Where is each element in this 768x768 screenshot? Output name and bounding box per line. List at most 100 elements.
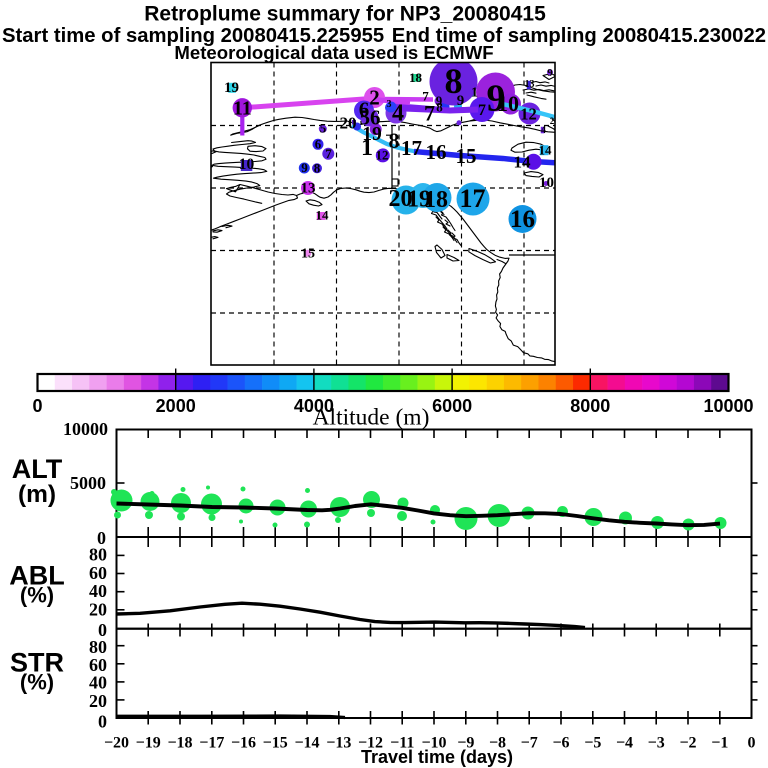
svg-text:−3: −3 (648, 735, 665, 752)
svg-text:−16: −16 (231, 735, 256, 752)
svg-text:14: 14 (316, 208, 330, 223)
svg-text:−20: −20 (104, 735, 129, 752)
svg-text:16: 16 (426, 140, 447, 164)
svg-text:20: 20 (340, 114, 357, 133)
svg-text:−12: −12 (358, 735, 383, 752)
svg-text:4000: 4000 (294, 396, 334, 416)
svg-text:0: 0 (748, 735, 756, 752)
svg-text:12: 12 (376, 148, 389, 163)
svg-text:13: 13 (301, 181, 316, 197)
svg-text:−8: −8 (489, 735, 506, 752)
svg-text:0: 0 (32, 396, 42, 416)
svg-text:10000: 10000 (63, 419, 108, 439)
svg-text:Meteorological data used is EC: Meteorological data used is ECMWF (174, 42, 493, 63)
svg-text:8: 8 (445, 61, 463, 101)
svg-text:−18: −18 (167, 735, 192, 752)
svg-text:4: 4 (392, 101, 404, 127)
svg-text:ALT: ALT (12, 454, 63, 484)
svg-text:9: 9 (547, 67, 553, 79)
svg-text:0: 0 (97, 528, 106, 548)
svg-text:17: 17 (401, 136, 422, 160)
svg-text:8: 8 (389, 128, 400, 153)
svg-text:60: 60 (89, 655, 107, 675)
svg-text:10: 10 (539, 175, 554, 191)
svg-text:13: 13 (525, 79, 535, 90)
svg-text:0: 0 (98, 712, 107, 732)
svg-text:19: 19 (362, 124, 382, 145)
svg-text:−10: −10 (421, 735, 446, 752)
svg-text:Travel time (days): Travel time (days) (361, 747, 513, 767)
svg-text:5: 5 (320, 121, 327, 136)
svg-text:2: 2 (369, 86, 380, 110)
svg-text:14: 14 (514, 153, 532, 172)
svg-text:10: 10 (239, 156, 255, 173)
svg-text:8: 8 (436, 100, 443, 115)
svg-text:(m): (m) (18, 481, 56, 508)
svg-text:Retroplume summary for NP3_200: Retroplume summary for NP3_20080415 (144, 3, 546, 26)
svg-text:−1: −1 (711, 735, 728, 752)
svg-text:9: 9 (457, 93, 465, 109)
svg-text:10000: 10000 (703, 396, 753, 416)
svg-text:End time of sampling 20080415.: End time of sampling 20080415.230022 (392, 25, 766, 47)
svg-text:6: 6 (359, 98, 370, 122)
svg-text:60: 60 (89, 563, 107, 583)
svg-text:40: 40 (89, 673, 107, 693)
svg-text:7: 7 (424, 101, 435, 126)
svg-text:18: 18 (424, 187, 448, 213)
svg-text:(%): (%) (20, 583, 54, 608)
svg-text:−17: −17 (199, 735, 224, 752)
svg-text:3: 3 (387, 99, 392, 110)
svg-text:10: 10 (497, 91, 519, 116)
svg-text:7: 7 (325, 146, 332, 161)
svg-text:14: 14 (539, 143, 553, 158)
svg-text:19: 19 (407, 187, 431, 213)
svg-text:80: 80 (89, 637, 107, 657)
svg-text:−11: −11 (390, 735, 414, 752)
svg-text:−7: −7 (521, 735, 538, 752)
svg-text:(%): (%) (20, 670, 54, 695)
svg-text:−5: −5 (584, 735, 601, 752)
svg-text:Start time of sampling 2008041: Start time of sampling 20080415.225955 (2, 25, 384, 47)
svg-text:20: 20 (89, 599, 107, 619)
svg-text:80: 80 (89, 545, 107, 565)
svg-text:9: 9 (487, 78, 506, 120)
svg-text:6000: 6000 (432, 396, 472, 416)
svg-text:8000: 8000 (570, 396, 610, 416)
svg-text:Altitude (m): Altitude (m) (313, 405, 430, 431)
svg-text:12: 12 (520, 105, 537, 124)
svg-text:7: 7 (422, 89, 429, 104)
svg-text:40: 40 (89, 581, 107, 601)
svg-text:2000: 2000 (156, 396, 196, 416)
svg-text:−9: −9 (457, 735, 474, 752)
svg-text:7: 7 (478, 102, 486, 119)
svg-text:17: 17 (460, 184, 486, 213)
svg-text:20: 20 (89, 691, 107, 711)
svg-text:20: 20 (389, 186, 413, 212)
svg-text:18: 18 (409, 70, 423, 85)
svg-text:0: 0 (98, 620, 107, 640)
svg-text:11: 11 (233, 98, 252, 120)
svg-text:15: 15 (456, 144, 477, 168)
svg-text:−4: −4 (616, 735, 633, 752)
svg-text:15: 15 (301, 247, 315, 262)
svg-text:8: 8 (314, 161, 321, 176)
svg-text:2: 2 (550, 116, 555, 126)
svg-text:1: 1 (471, 86, 478, 101)
svg-text:16: 16 (510, 206, 535, 233)
svg-text:−13: −13 (326, 735, 351, 752)
svg-text:6: 6 (315, 137, 322, 152)
svg-text:−6: −6 (552, 735, 569, 752)
svg-text:9: 9 (301, 160, 308, 175)
svg-text:STR: STR (10, 648, 64, 678)
svg-text:ABL: ABL (9, 561, 65, 591)
svg-text:19: 19 (224, 80, 239, 96)
svg-text:9: 9 (436, 93, 443, 108)
svg-text:−2: −2 (679, 735, 696, 752)
svg-text:−19: −19 (136, 735, 161, 752)
svg-text:56: 56 (360, 106, 381, 130)
svg-text:1: 1 (361, 135, 373, 161)
svg-text:−15: −15 (263, 735, 288, 752)
svg-text:−14: −14 (294, 735, 319, 752)
svg-text:4: 4 (541, 125, 546, 136)
svg-text:5000: 5000 (70, 473, 106, 493)
